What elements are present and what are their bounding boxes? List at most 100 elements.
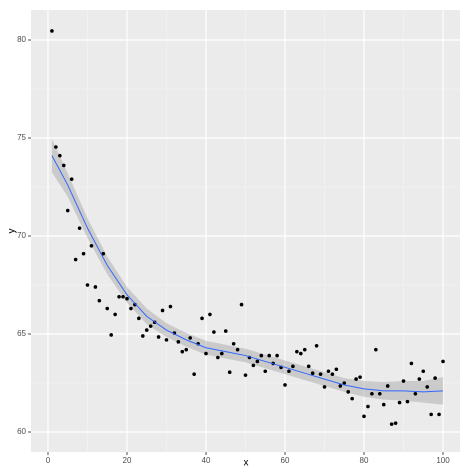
point [275,353,279,358]
point [350,396,354,401]
x-tick-label: 40 [202,456,211,465]
point [263,369,268,374]
x-tick-label: 80 [360,456,369,465]
point [405,399,410,404]
point [156,335,161,339]
point [429,412,433,417]
point [362,414,366,419]
point [421,369,426,374]
point [334,367,339,372]
confidence-band [51,138,444,405]
point [231,342,236,346]
point [267,353,272,358]
point [85,283,90,287]
point [354,377,358,381]
point [200,316,204,321]
point [295,349,299,354]
point [330,372,335,376]
y-tick-label: 65 [17,329,26,338]
point [188,336,192,340]
point [235,347,240,352]
point [54,145,58,149]
point [283,383,287,387]
point [204,351,208,356]
y-tick-label: 70 [17,231,26,240]
point [413,391,418,396]
point [65,208,70,213]
point [58,153,62,158]
point [227,370,232,375]
point [140,334,145,338]
point [121,294,125,299]
point [251,363,256,368]
point [61,163,66,168]
y-axis-title: y [7,229,18,234]
point [105,306,110,311]
point [255,359,260,364]
point [148,324,153,328]
point [322,385,327,389]
point [129,306,133,311]
point [381,402,386,407]
point [318,372,323,376]
point [243,373,248,377]
point [409,361,414,366]
x-tick-label: 20 [123,456,132,465]
point [417,377,422,381]
point [81,251,86,256]
x-tick-label: 100 [436,456,450,465]
point [77,226,82,230]
point [176,340,181,344]
x-tick-label: 0 [46,456,51,465]
point [310,371,315,376]
point [223,329,228,333]
point [219,351,224,356]
point [425,385,430,389]
point [370,391,374,396]
point [393,421,398,425]
point [378,391,382,396]
point [97,298,102,303]
point [314,343,319,348]
point [50,29,54,33]
point [346,390,351,394]
point [164,338,169,342]
point [180,349,185,354]
point [125,296,129,301]
y-tick-label: 60 [17,427,26,436]
point [397,400,402,405]
point [302,347,307,352]
point [184,347,189,352]
point [389,422,394,426]
x-axis-title: x [244,458,249,469]
point [212,330,216,334]
point [338,384,343,388]
point [93,285,98,289]
point [208,312,212,317]
x-tick-label: 60 [281,456,290,465]
point [216,355,220,360]
point [89,243,94,248]
point [299,351,303,356]
point [144,328,149,332]
point [306,364,311,369]
point [366,404,370,409]
point [342,381,347,385]
point [192,372,196,376]
point [168,304,173,309]
point [239,302,244,307]
point [291,364,295,369]
y-tick-label: 80 [17,35,26,44]
point [160,308,165,313]
point [73,257,78,262]
point [137,316,141,321]
point [358,375,362,379]
point [101,251,106,256]
point [385,384,390,388]
point [287,369,291,374]
smooth-line [51,155,444,393]
point [437,412,441,417]
y-tick-label: 75 [17,133,26,142]
point [69,177,74,181]
point [374,347,378,352]
